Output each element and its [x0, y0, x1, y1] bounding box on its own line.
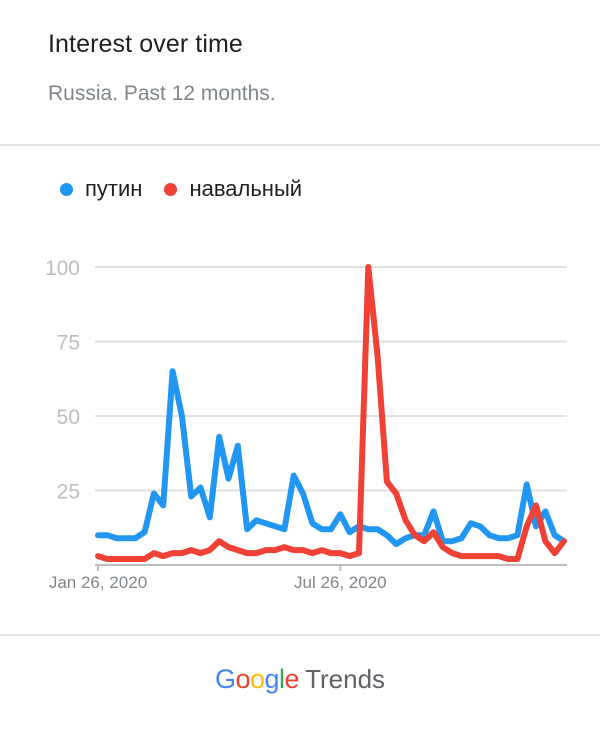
legend-dot-putin: [60, 182, 73, 196]
logo-google-text: Google: [214, 664, 300, 695]
logo-trends-text: Trends: [305, 664, 386, 694]
divider-top: [0, 144, 600, 146]
page-subtitle: Russia. Past 12 months.: [48, 82, 276, 105]
x-tick-label: Jan 26, 2020: [49, 573, 147, 592]
series-line-putin[interactable]: [95, 368, 567, 548]
logo-google-letter: G: [214, 664, 236, 694]
y-tick-label: 25: [57, 481, 80, 504]
line-chart[interactable]: 25 50 75 100 Jan 26, 2020 Jul 26, 2020: [0, 240, 600, 600]
legend-label-putin: путин: [85, 176, 143, 201]
legend: путин навальный: [60, 176, 324, 202]
divider-bottom: [0, 634, 600, 636]
series-line-navalny[interactable]: [95, 264, 567, 562]
logo-google-letter: e: [284, 664, 300, 694]
y-tick-label: 100: [45, 257, 80, 280]
legend-label-navalny: навальный: [189, 176, 303, 201]
x-tick-label: Jul 26, 2020: [294, 573, 387, 592]
logo-google-letter: o: [235, 664, 250, 694]
legend-item-putin[interactable]: путин: [60, 176, 142, 202]
legend-item-navalny[interactable]: навальный: [164, 176, 302, 202]
logo-google-letter: g: [264, 664, 280, 694]
y-tick-label: 50: [57, 406, 80, 429]
google-trends-logo: Google Trends: [0, 664, 600, 695]
logo-google-letter: l: [279, 664, 285, 694]
legend-dot-navalny: [164, 182, 178, 196]
logo-google-letter: o: [249, 664, 265, 694]
page-title: Interest over time: [48, 30, 243, 58]
y-tick-label: 75: [57, 332, 80, 355]
